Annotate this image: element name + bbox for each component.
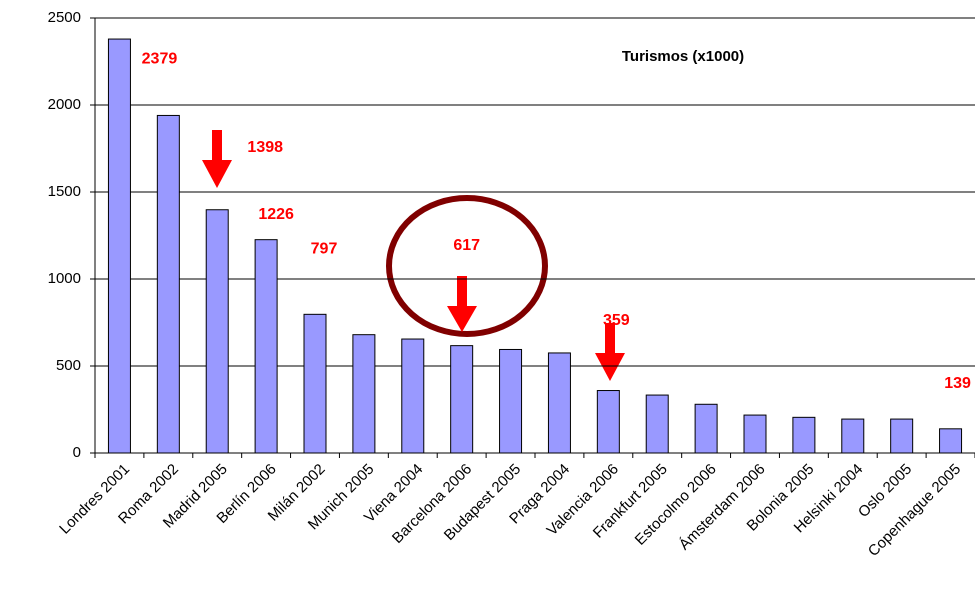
y-tick-label: 500 [56,357,81,374]
bar [792,416,816,454]
data-label: 359 [603,312,630,329]
bar [694,403,718,454]
y-tick-label: 1500 [48,183,81,200]
x-tick-label: Ámsterdam 2006 [676,461,769,554]
data-label: 797 [311,241,338,258]
x-tick-label: Londres 2001 [56,461,133,538]
data-label: 139 [944,375,971,392]
bar [499,348,523,454]
bar [841,418,865,454]
bar [743,414,767,454]
arrow [447,276,477,332]
x-tick-label: Copenhague 2005 [865,461,964,560]
legend-label: Turismos (x1000) [622,48,744,65]
bar [205,209,229,454]
highlight-circle [386,195,548,337]
bar [254,239,278,454]
bar [303,313,327,454]
bar [596,390,620,454]
data-label: 1398 [247,139,283,156]
data-label: 2379 [142,50,178,67]
bar [645,394,669,454]
data-label: 617 [453,237,480,254]
arrow [202,130,232,188]
bar [547,352,571,454]
y-tick-label: 1000 [48,270,81,287]
bar [156,114,180,454]
arrow [595,323,625,381]
bar [352,334,376,454]
bar [401,338,425,454]
data-label: 1226 [258,206,294,223]
bar [450,345,474,454]
bar [939,428,963,454]
bar [890,418,914,454]
y-tick-label: 0 [73,444,81,461]
y-tick-label: 2000 [48,96,81,113]
bar [107,38,131,454]
y-tick-label: 2500 [48,9,81,26]
